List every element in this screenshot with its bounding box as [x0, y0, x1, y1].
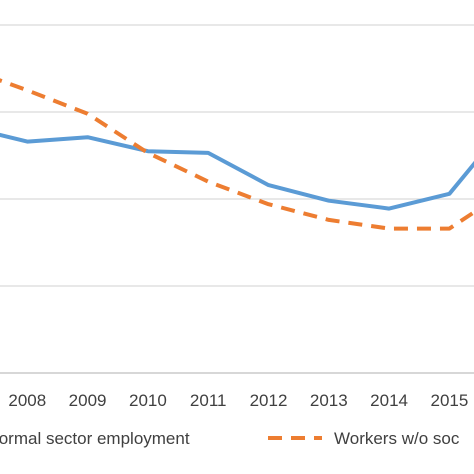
x-tick-label: 2011: [190, 391, 227, 410]
gridlines: [0, 24, 474, 374]
x-tick-label: 2008: [8, 391, 46, 410]
legend-label-series-2: Workers w/o soc: [334, 429, 460, 448]
x-tick-label: 2013: [310, 391, 348, 410]
series-lines: [0, 78, 474, 231]
x-tick-label: 2015: [430, 391, 468, 410]
x-tick-label: 2014: [370, 391, 408, 410]
legend: formal sector employment Workers w/o soc: [0, 429, 460, 448]
x-tick-label: 2012: [250, 391, 288, 410]
legend-label-series-1: formal sector employment: [0, 429, 190, 448]
series-line-1: [0, 132, 474, 211]
x-axis-tick-labels: 2007200820092010201120122013201420152016: [8, 391, 468, 410]
x-tick-label: 2009: [69, 391, 107, 410]
series-line-2: [0, 78, 474, 231]
x-tick-label: 2010: [129, 391, 167, 410]
